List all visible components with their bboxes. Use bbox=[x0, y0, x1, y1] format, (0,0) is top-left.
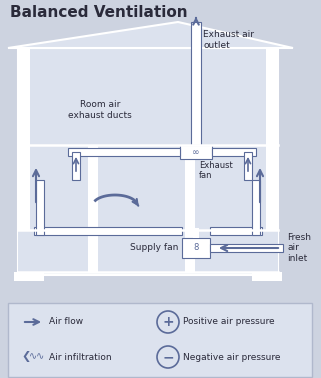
Text: Negative air pressure: Negative air pressure bbox=[183, 353, 281, 361]
Text: Exhaust air
outlet: Exhaust air outlet bbox=[203, 30, 254, 50]
FancyBboxPatch shape bbox=[72, 152, 80, 180]
FancyBboxPatch shape bbox=[182, 238, 210, 258]
FancyBboxPatch shape bbox=[8, 303, 312, 377]
FancyBboxPatch shape bbox=[88, 230, 98, 272]
FancyBboxPatch shape bbox=[191, 22, 201, 148]
Text: ∞: ∞ bbox=[192, 147, 200, 156]
FancyBboxPatch shape bbox=[252, 180, 260, 235]
FancyBboxPatch shape bbox=[266, 48, 278, 275]
FancyBboxPatch shape bbox=[210, 227, 262, 235]
Circle shape bbox=[157, 346, 179, 368]
Text: Balanced Ventilation: Balanced Ventilation bbox=[10, 5, 188, 20]
FancyBboxPatch shape bbox=[210, 244, 283, 252]
FancyBboxPatch shape bbox=[14, 272, 44, 281]
FancyBboxPatch shape bbox=[244, 152, 252, 180]
FancyBboxPatch shape bbox=[88, 145, 98, 230]
Text: Fresh
air
inlet: Fresh air inlet bbox=[287, 233, 311, 263]
Text: −: − bbox=[162, 350, 174, 364]
FancyBboxPatch shape bbox=[252, 272, 282, 281]
FancyBboxPatch shape bbox=[185, 145, 195, 230]
Text: Exhaust
fan: Exhaust fan bbox=[199, 161, 233, 180]
FancyBboxPatch shape bbox=[180, 145, 212, 159]
Text: ∿∿: ∿∿ bbox=[29, 351, 45, 361]
Text: Air flow: Air flow bbox=[49, 318, 83, 327]
Text: Room air
exhaust ducts: Room air exhaust ducts bbox=[68, 100, 132, 120]
FancyBboxPatch shape bbox=[185, 230, 195, 272]
FancyBboxPatch shape bbox=[18, 48, 278, 275]
FancyBboxPatch shape bbox=[18, 230, 278, 272]
FancyBboxPatch shape bbox=[193, 228, 199, 238]
Text: ❮: ❮ bbox=[21, 352, 30, 363]
Polygon shape bbox=[8, 22, 293, 48]
FancyBboxPatch shape bbox=[212, 148, 256, 156]
FancyBboxPatch shape bbox=[18, 48, 30, 275]
Circle shape bbox=[157, 311, 179, 333]
FancyBboxPatch shape bbox=[34, 227, 182, 235]
Text: 8: 8 bbox=[193, 243, 199, 253]
Text: Air infiltration: Air infiltration bbox=[49, 353, 112, 361]
Text: Positive air pressure: Positive air pressure bbox=[183, 318, 275, 327]
Text: +: + bbox=[162, 315, 174, 329]
Text: Supply fan: Supply fan bbox=[130, 243, 178, 253]
FancyBboxPatch shape bbox=[68, 148, 180, 156]
FancyBboxPatch shape bbox=[36, 180, 44, 235]
